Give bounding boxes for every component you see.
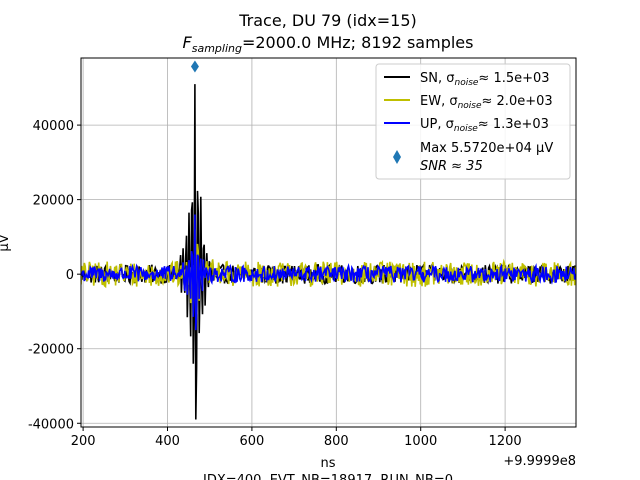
x-axis-label: ns: [320, 456, 335, 471]
legend-snr-label: SNR ≈ 35: [420, 159, 483, 174]
legend-label-up: UP, σnoise≈ 1.3e+03: [420, 117, 549, 134]
legend-box: [375, 63, 571, 180]
y-tick-label: -20000: [28, 343, 74, 358]
legend-max-label: Max 5.5720e+04 μV: [420, 141, 553, 156]
chart-subtitle: Fsampling=2000.0 MHz; 8192 samples: [183, 33, 474, 55]
legend-max-marker: [393, 150, 401, 164]
y-tick-label: 40000: [33, 119, 74, 134]
y-tick-label: 20000: [33, 194, 74, 209]
y-tick-label: 0: [66, 268, 74, 283]
x-axis-ticks: 200 400 600 800 1000 1200: [71, 427, 522, 449]
y-axis-label: μV: [0, 234, 12, 251]
series-layer: [81, 84, 576, 420]
max-marker: [190, 60, 199, 73]
footer-text: IDX=400, EVT_NB=18917, RUN_NB=0: [203, 473, 453, 480]
legend-label-sn: SN, σnoise≈ 1.5e+03: [420, 71, 550, 88]
x-tick-label: 600: [239, 434, 264, 449]
legend-label-ew: EW, σnoise≈ 2.0e+03: [420, 94, 553, 111]
series-line-ew: [81, 229, 576, 316]
series-line-up: [81, 214, 576, 331]
plot-frame: [80, 57, 577, 428]
y-tick-label: -40000: [28, 417, 74, 432]
x-tick-label: 200: [71, 434, 96, 449]
chart-title: Trace, DU 79 (idx=15): [238, 11, 417, 30]
x-tick-label: 1200: [489, 434, 522, 449]
marker-layer: [190, 60, 199, 73]
x-tick-label: 1000: [404, 434, 437, 449]
x-tick-label: 400: [155, 434, 180, 449]
legend: SN, σnoise≈ 1.5e+03 EW, σnoise≈ 2.0e+03 …: [375, 63, 571, 180]
x-tick-label: 800: [324, 434, 349, 449]
y-axis-ticks: -40000 -20000 0 20000 40000: [28, 119, 81, 432]
x-offset-label: +9.9999e8: [503, 454, 576, 469]
